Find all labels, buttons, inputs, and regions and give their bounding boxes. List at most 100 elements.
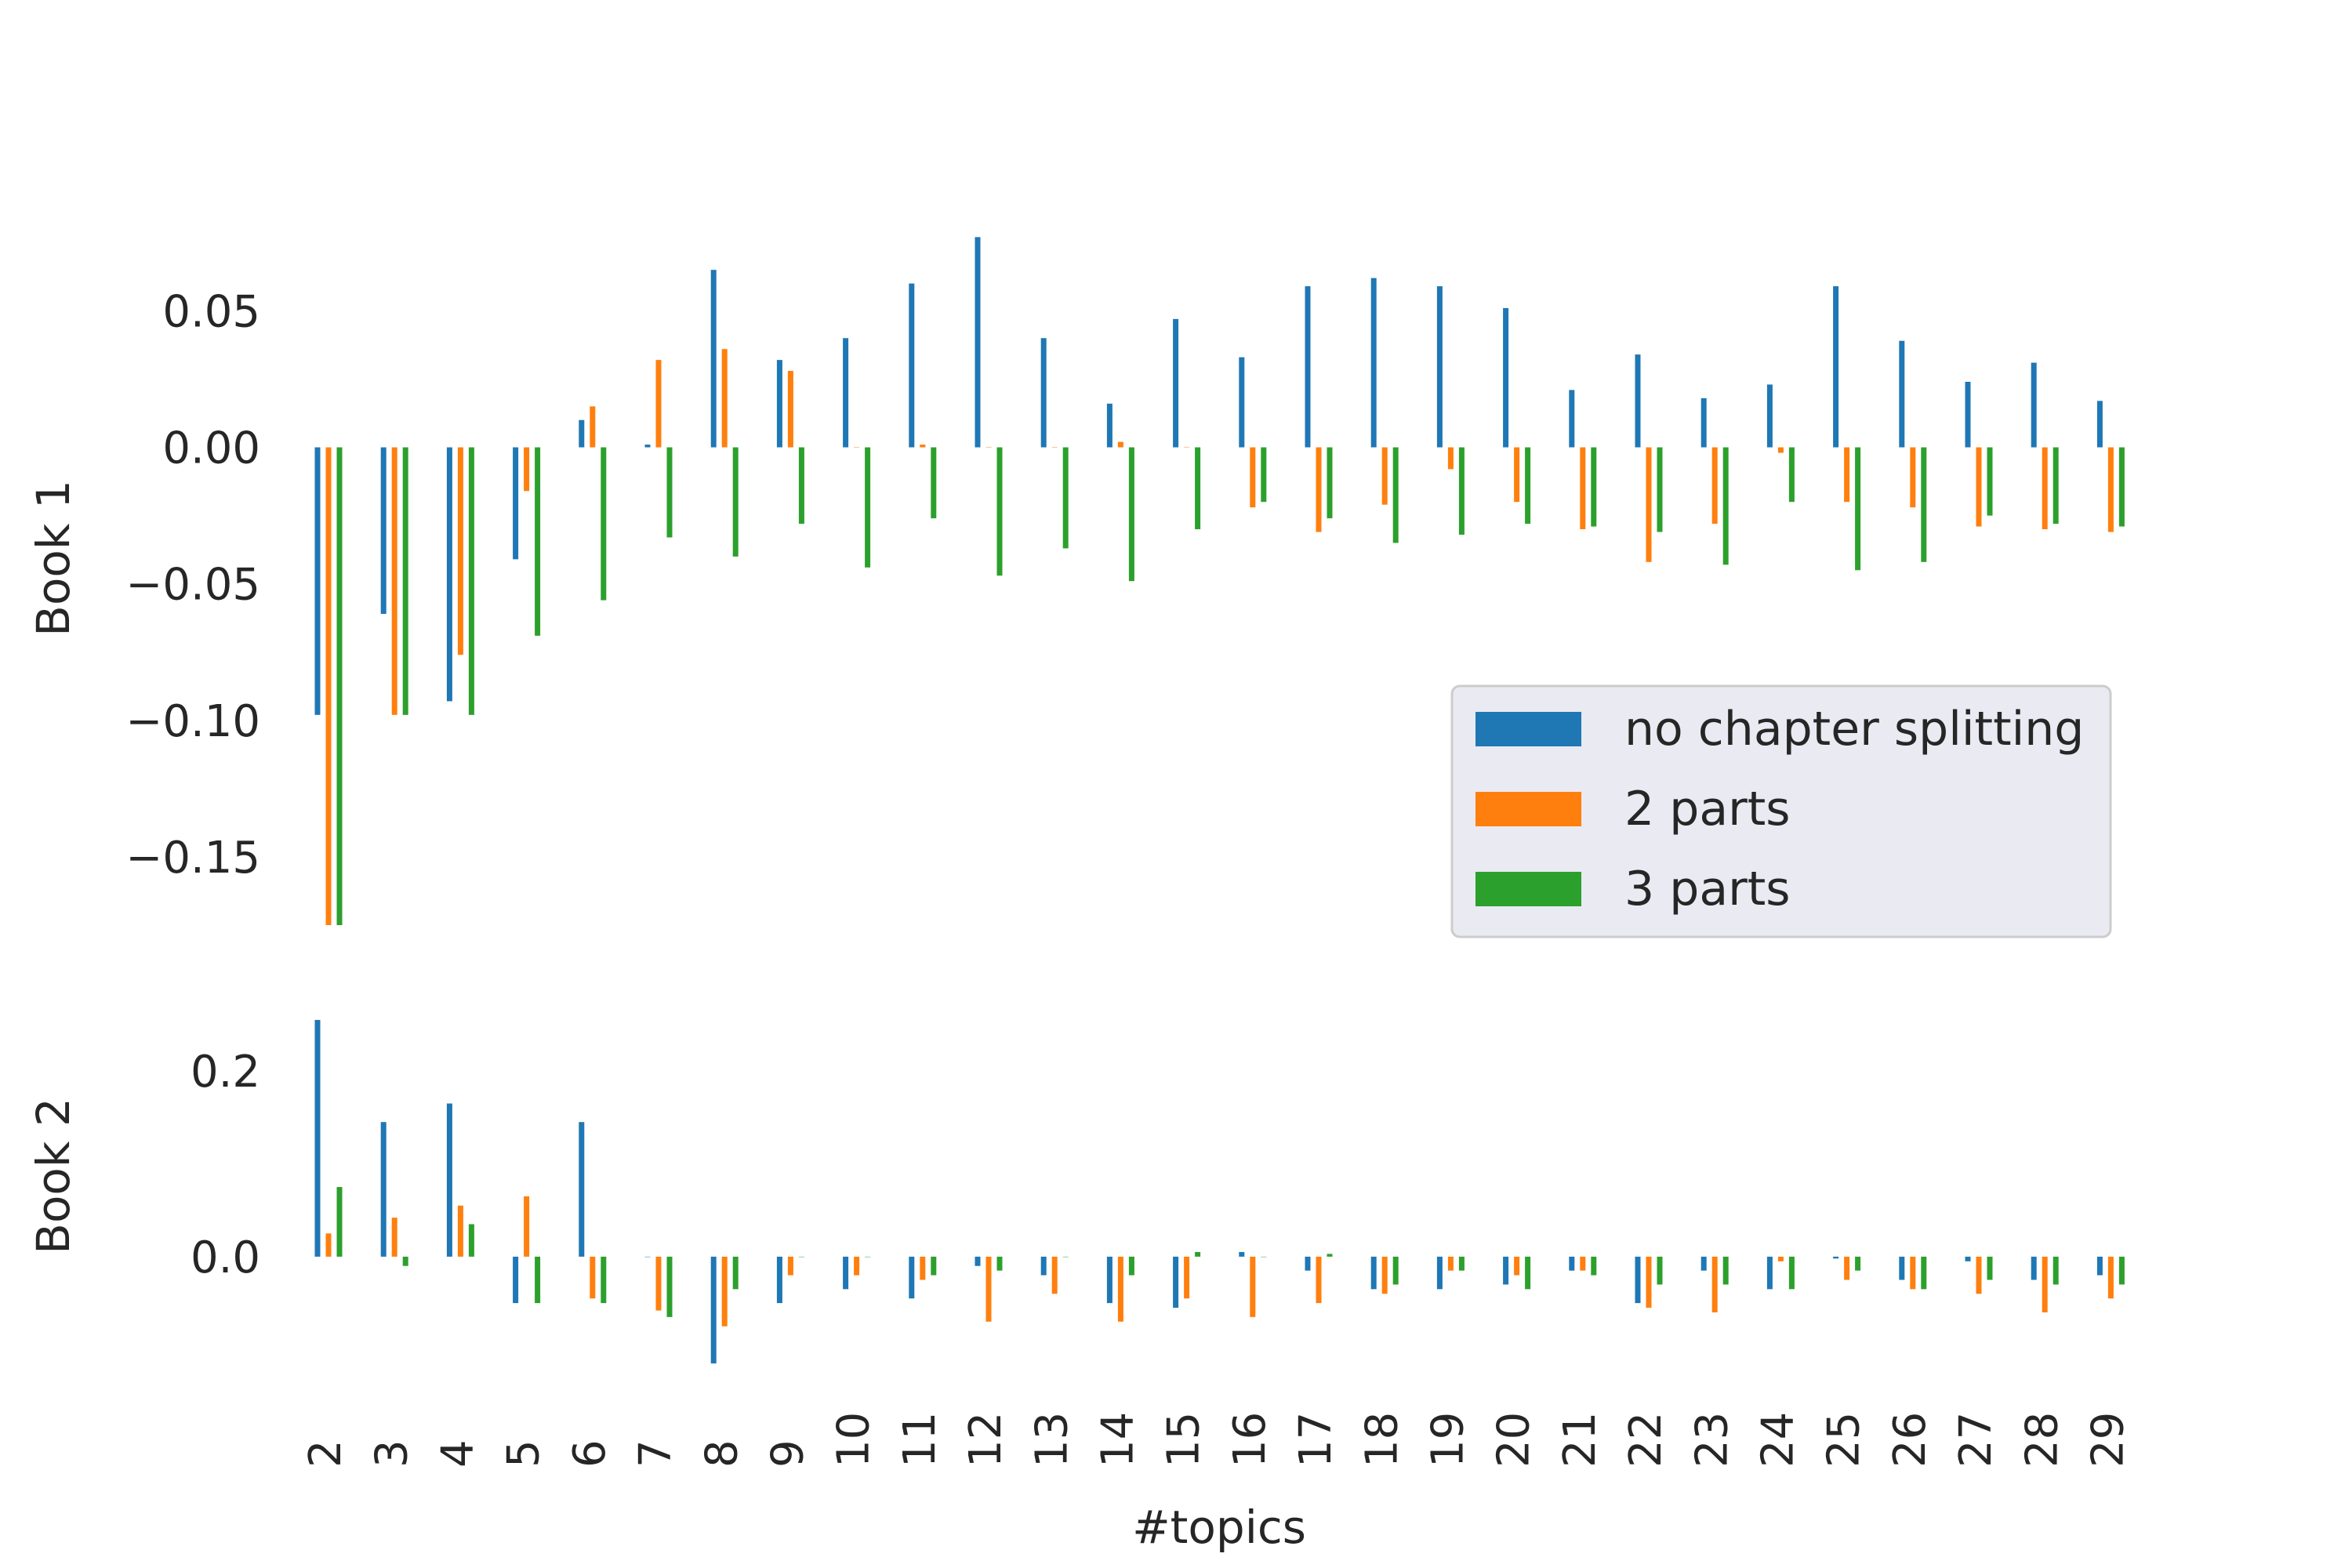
x-tick-label: 17: [1290, 1412, 1341, 1468]
x-tick-label: 4: [433, 1439, 484, 1468]
bar-3-parts-12: [996, 447, 1003, 576]
bar-3-parts-9: [798, 1256, 804, 1258]
bar-3-parts-25: [1855, 1256, 1861, 1271]
bar-3-parts-15: [1195, 1251, 1201, 1257]
bar-3-parts-12: [996, 1256, 1003, 1271]
x-tick-label: 20: [1489, 1412, 1540, 1468]
bar-3-parts-2: [336, 1187, 343, 1257]
bar-3-parts-11: [931, 447, 937, 519]
bar-3-parts-17: [1327, 1254, 1333, 1257]
bar-2-parts-28: [2042, 447, 2048, 530]
bar-2-parts-6: [590, 1256, 596, 1299]
bar-3-parts-13: [1062, 447, 1069, 549]
bar-2-parts-15: [1184, 1256, 1190, 1299]
bar-no-chapter-splitting-10: [843, 338, 849, 448]
x-tick-label: 24: [1753, 1412, 1804, 1468]
bar-no-chapter-splitting-9: [776, 1256, 782, 1304]
bar-2-parts-21: [1580, 447, 1586, 530]
bar-3-parts-11: [931, 1256, 937, 1276]
bar-no-chapter-splitting-12: [975, 237, 981, 448]
bar-2-parts-27: [1976, 447, 1982, 527]
bar-3-parts-6: [601, 447, 607, 601]
bar-no-chapter-splitting-27: [1965, 381, 1971, 448]
bar-3-parts-15: [1195, 447, 1201, 530]
panel-book-1: −0.15 −0.10 −0.05 0.00 0.05 Book 1: [27, 237, 2125, 925]
bar-2-parts-19: [1447, 447, 1454, 470]
bar-3-parts-7: [666, 1256, 673, 1317]
bar-3-parts-10: [865, 447, 871, 568]
bar-2-parts-13: [1051, 1256, 1058, 1294]
bar-2-parts-6: [590, 406, 596, 448]
bar-3-parts-3: [402, 447, 408, 715]
y-tick-label: 0.00: [162, 423, 260, 474]
bar-no-chapter-splitting-15: [1173, 318, 1179, 448]
bar-3-parts-2: [336, 447, 343, 925]
bar-3-parts-10: [865, 1256, 871, 1258]
bar-no-chapter-splitting-13: [1040, 1256, 1047, 1276]
y-tick-label: 0.2: [191, 1047, 260, 1098]
bar-3-parts-28: [2053, 447, 2059, 524]
bar-3-parts-29: [2118, 447, 2125, 527]
bar-no-chapter-splitting-18: [1370, 1256, 1377, 1290]
bar-no-chapter-splitting-16: [1239, 357, 1245, 448]
bar-3-parts-27: [1987, 1256, 1993, 1280]
bar-no-chapter-splitting-29: [2096, 401, 2103, 448]
bar-2-parts-11: [920, 1256, 926, 1280]
bar-3-parts-23: [1722, 1256, 1729, 1285]
bar-no-chapter-splitting-16: [1239, 1251, 1245, 1257]
bar-3-parts-21: [1591, 447, 1597, 527]
legend-swatch-3-parts: [1475, 872, 1581, 906]
bar-2-parts-10: [854, 1256, 860, 1276]
bar-no-chapter-splitting-3: [380, 447, 387, 614]
bar-no-chapter-splitting-21: [1569, 390, 1575, 448]
legend: no chapter splitting 2 parts 3 parts: [1450, 684, 2112, 938]
x-tick-label: 7: [630, 1439, 681, 1468]
bar-no-chapter-splitting-28: [2031, 1256, 2037, 1280]
x-tick-label: 28: [2016, 1412, 2067, 1468]
bar-no-chapter-splitting-19: [1436, 286, 1443, 448]
x-tick-label: 10: [829, 1412, 880, 1468]
bar-no-chapter-splitting-25: [1833, 286, 1839, 448]
bar-2-parts-3: [391, 1218, 397, 1257]
bar-no-chapter-splitting-27: [1965, 1256, 1971, 1261]
bar-2-parts-2: [325, 447, 332, 925]
bar-no-chapter-splitting-5: [513, 447, 519, 560]
x-tick-label: 8: [696, 1439, 747, 1468]
bar-2-parts-29: [2107, 447, 2114, 532]
bar-2-parts-26: [1910, 1256, 1916, 1290]
x-tick-label: 16: [1225, 1412, 1276, 1468]
bar-no-chapter-splitting-26: [1899, 340, 1905, 448]
bar-3-parts-8: [732, 1256, 739, 1290]
bar-2-parts-4: [457, 447, 463, 655]
bar-3-parts-20: [1525, 1256, 1531, 1290]
bar-2-parts-20: [1514, 1256, 1520, 1276]
legend-box: [1450, 684, 2112, 938]
bar-2-parts-16: [1250, 1256, 1256, 1317]
bar-no-chapter-splitting-3: [380, 1122, 387, 1257]
bar-no-chapter-splitting-13: [1040, 338, 1047, 448]
bar-3-parts-16: [1261, 1256, 1267, 1258]
legend-swatch-2-parts: [1475, 792, 1581, 826]
bar-2-parts-7: [655, 1256, 662, 1311]
legend-label-no-chapter-splitting: no chapter splitting: [1624, 702, 2084, 757]
x-tick-label: 18: [1356, 1412, 1407, 1468]
bar-3-parts-8: [732, 447, 739, 557]
bar-2-parts-8: [721, 349, 728, 448]
bar-no-chapter-splitting-24: [1766, 1256, 1773, 1290]
bar-3-parts-28: [2053, 1256, 2059, 1285]
bar-2-parts-18: [1381, 447, 1388, 505]
x-tick-label: 2: [300, 1439, 351, 1468]
bar-3-parts-18: [1392, 1256, 1399, 1285]
bar-no-chapter-splitting-17: [1305, 1256, 1311, 1271]
x-tick-label: 11: [895, 1412, 946, 1468]
bar-no-chapter-splitting-9: [776, 360, 782, 448]
bar-2-parts-2: [325, 1233, 332, 1257]
bar-2-parts-25: [1844, 447, 1850, 503]
bar-3-parts-14: [1128, 1256, 1134, 1276]
bar-2-parts-20: [1514, 447, 1520, 503]
bar-2-parts-4: [457, 1205, 463, 1257]
bar-3-parts-22: [1657, 1256, 1663, 1285]
bar-3-parts-22: [1657, 447, 1663, 532]
bar-no-chapter-splitting-11: [909, 1256, 915, 1299]
